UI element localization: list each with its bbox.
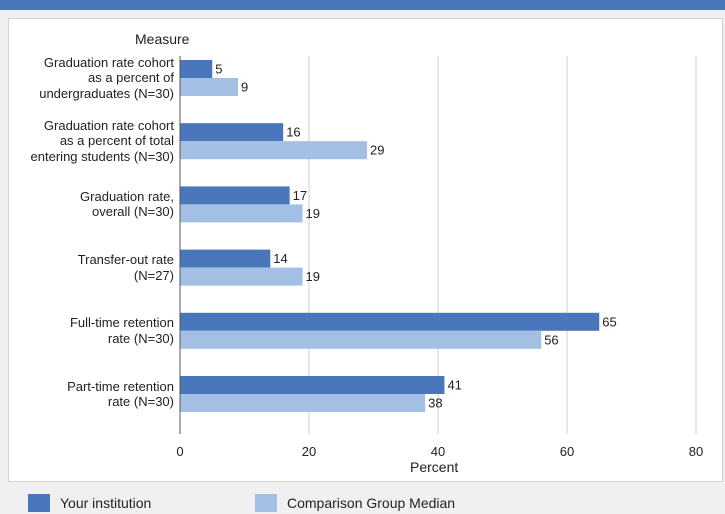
bar-value-label: 16 [286,125,300,140]
bar-institution [180,249,271,268]
bar-value-label: 38 [428,396,442,411]
bar-institution [180,186,290,205]
x-tick-label: 80 [689,444,703,459]
category-label-line: as a percent of [88,70,174,86]
bar-comparison [180,267,303,286]
bar-value-label: 19 [306,269,320,284]
category-label: Part-time retention rate (N=30) [14,379,174,410]
category-label-line: overall (N=30) [91,204,174,220]
category-label: Graduation rate cohort as a percent of to… [14,118,174,165]
bar-value-label: 17 [293,188,307,203]
category-label-line: undergraduates (N=30) [39,85,174,101]
category-label-line: Transfer-out rate [77,252,174,268]
bar-comparison [180,141,368,160]
category-label: Graduation rate cohort as a percent of und… [14,55,174,102]
category-label-line: entering students (N=30) [30,148,174,164]
x-tick-label: 0 [176,444,183,459]
category-label: Transfer-out rate (N=27) [14,252,174,283]
legend-item-series-1: Your institution [28,494,151,512]
category-label-line: rate (N=30) [107,394,174,409]
bar-value-label: 5 [215,62,222,77]
legend: Your institution Comparison Group Median [0,488,725,514]
bar-value-label: 41 [447,378,461,393]
bar-comparison [180,204,303,223]
category-label-line: as a percent of total [59,133,174,149]
x-tick-label: 60 [560,444,574,459]
x-axis-title: Percent [410,459,459,475]
legend-swatch-series-1 [28,494,50,512]
bar-value-label: 65 [602,314,616,329]
x-tick-label: 20 [302,444,316,459]
category-label-line: Graduation rate cohort [43,117,174,133]
bar-institution [180,60,213,78]
bar-comparison [180,394,426,412]
bar-value-label: 29 [370,143,384,158]
bar-value-label: 19 [306,206,320,221]
legend-label-series-1: Your institution [60,495,152,511]
category-label: Full-time retention rate (N=30) [14,315,174,346]
legend-swatch-series-2 [255,494,277,512]
bar-institution [180,376,445,394]
category-label-line: Part-time retention [67,378,174,394]
bar-comparison [180,330,542,349]
category-label-line: Graduation rate, [80,188,174,204]
legend-label-series-2: Comparison Group Median [287,495,456,511]
bar-value-label: 56 [544,332,558,347]
bar-institution [180,312,600,331]
category-label: Graduation rate, overall (N=30) [14,189,174,220]
x-tick-label: 40 [431,444,445,459]
bar-value-label: 9 [241,80,248,95]
bar-value-label: 14 [273,251,287,266]
bar-comparison [180,78,239,96]
header-accent-bar [0,0,725,10]
y-axis-title: Measure [135,31,190,47]
category-label-line: Full-time retention [69,315,174,331]
category-label-line: Graduation rate cohort [43,54,174,70]
category-label-line: rate (N=30) [107,330,174,346]
category-label-line: (N=27) [133,267,174,283]
legend-item-series-2: Comparison Group Median [255,494,455,512]
bar-institution [180,123,284,142]
